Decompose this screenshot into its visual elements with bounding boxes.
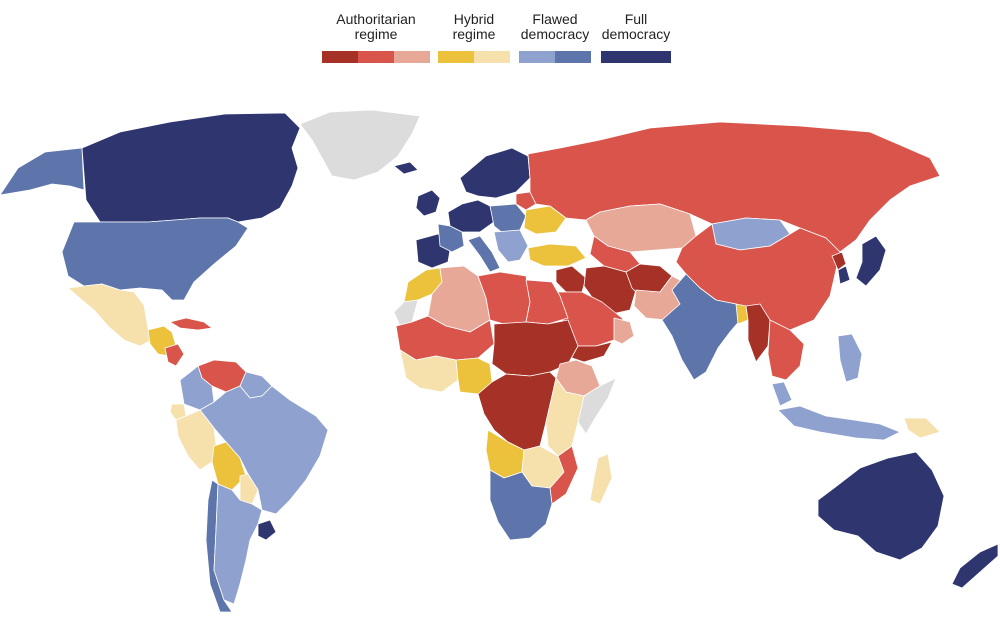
region-turkey: Turkey bbox=[527, 243, 587, 267]
region-east-africa: East Africa bbox=[545, 377, 585, 457]
region-france: France bbox=[437, 223, 465, 253]
legend-authoritarian: Authoritarian regime bbox=[322, 12, 430, 63]
legend-full: Full democracy bbox=[600, 12, 672, 63]
region-scandinavia: Scandinavia bbox=[459, 147, 531, 199]
region-alaska: Alaska bbox=[0, 147, 85, 196]
region-greenland: Greenland bbox=[299, 109, 421, 181]
region-iceland: Iceland bbox=[393, 161, 419, 175]
region-australia: Australia bbox=[817, 451, 945, 561]
legend-flawed: Flawed democracy bbox=[516, 12, 594, 63]
region-paraguay: Paraguay bbox=[239, 473, 259, 505]
region-india: India bbox=[661, 273, 743, 381]
legend-swatch-auth-2 bbox=[358, 51, 394, 63]
region-egypt: Egypt bbox=[525, 279, 569, 325]
legend-flawed-label: Flawed democracy bbox=[520, 11, 590, 42]
region-madagascar: Madagascar bbox=[589, 453, 613, 505]
legend-swatch-auth-3 bbox=[394, 51, 430, 63]
region-uruguay: Uruguay bbox=[257, 519, 277, 541]
legend-swatch-auth-1 bbox=[322, 51, 358, 63]
region-belarus: Belarus bbox=[515, 191, 537, 211]
region-colombia: Colombia bbox=[179, 365, 215, 411]
region-philippines: Philippines bbox=[837, 333, 863, 383]
region-canada: Canada bbox=[81, 112, 301, 223]
region-central-europe: Central Europe bbox=[489, 203, 527, 235]
region-south-korea: South Korea bbox=[837, 265, 851, 285]
map-legend: Authoritarian regime Hybrid regime Flawe… bbox=[322, 12, 682, 72]
legend-swatch-flawed-1 bbox=[519, 51, 555, 63]
region-western-sahara: Western Sahara bbox=[393, 299, 419, 327]
region-mexico: Mexico bbox=[67, 283, 153, 347]
region-myanmar: Myanmar bbox=[745, 303, 771, 363]
region-oman: Oman bbox=[613, 317, 635, 345]
legend-swatch-hybrid-2 bbox=[474, 51, 510, 63]
world-map: Alaska Canada Greenland United States Me… bbox=[0, 109, 999, 613]
region-papua-new-guinea: Papua New Guinea bbox=[903, 417, 941, 439]
region-new-zealand: New Zealand bbox=[951, 543, 999, 589]
region-bolivia: Bolivia bbox=[211, 441, 247, 491]
legend-hybrid: Hybrid regime bbox=[438, 12, 510, 63]
region-indonesia: Indonesia bbox=[777, 405, 901, 441]
region-argentina: Argentina bbox=[213, 483, 263, 605]
legend-swatch-flawed-2 bbox=[555, 51, 591, 63]
region-indochina: Indochina bbox=[767, 319, 805, 381]
legend-authoritarian-label: Authoritarian regime bbox=[336, 11, 416, 42]
region-southern-africa: Southern Africa bbox=[489, 469, 553, 541]
region-uk-ireland: United Kingdom / Ireland bbox=[415, 189, 441, 217]
region-malaysia: Malaysia bbox=[771, 381, 793, 407]
region-italy: Italy bbox=[467, 235, 501, 273]
region-mozambique: Mozambique bbox=[549, 445, 579, 505]
region-nicaragua: Nicaragua bbox=[164, 343, 185, 367]
legend-hybrid-label: Hybrid regime bbox=[452, 11, 496, 42]
region-iraq-syria: Iraq / Syria bbox=[555, 265, 587, 293]
region-somalia: Somalia bbox=[577, 377, 617, 435]
region-cuba: Cuba bbox=[169, 317, 213, 331]
region-brazil: Brazil bbox=[199, 385, 329, 515]
region-japan: Japan bbox=[855, 235, 887, 287]
legend-swatch-hybrid-1 bbox=[438, 51, 474, 63]
region-yemen: Yemen bbox=[569, 341, 613, 363]
region-balkans: Balkans bbox=[493, 229, 529, 263]
region-north-korea: North Korea bbox=[831, 251, 847, 271]
legend-full-label: Full democracy bbox=[601, 11, 671, 42]
region-western-europe: Western Europe bbox=[447, 199, 495, 233]
legend-swatch-full bbox=[601, 51, 671, 63]
